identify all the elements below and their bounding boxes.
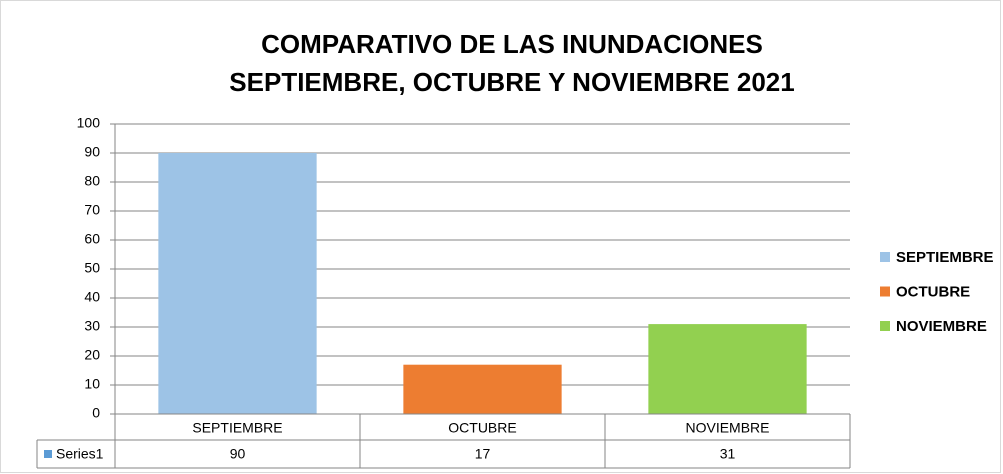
legend-label: NOVIEMBRE bbox=[896, 318, 987, 335]
y-tick-label: 30 bbox=[84, 318, 100, 334]
bar bbox=[158, 153, 317, 414]
x-tick-label: NOVIEMBRE bbox=[685, 420, 769, 436]
x-tick-label: SEPTIEMBRE bbox=[192, 420, 282, 436]
legend-label: SEPTIEMBRE bbox=[896, 249, 994, 266]
y-tick-label: 90 bbox=[84, 144, 100, 160]
y-tick-label: 10 bbox=[84, 376, 100, 392]
y-tick-label: 100 bbox=[77, 115, 101, 131]
chart-title: COMPARATIVO DE LAS INUNDACIONES bbox=[261, 29, 763, 59]
y-tick-label: 60 bbox=[84, 231, 100, 247]
series-name: Series1 bbox=[56, 446, 104, 462]
legend-label: OCTUBRE bbox=[896, 283, 970, 300]
bar bbox=[648, 324, 807, 414]
y-tick-label: 70 bbox=[84, 202, 100, 218]
legend-key bbox=[44, 450, 52, 458]
bar bbox=[403, 364, 562, 414]
y-tick-label: 80 bbox=[84, 173, 100, 189]
table-value: 90 bbox=[230, 446, 246, 462]
chart-title: SEPTIEMBRE, OCTUBRE Y NOVIEMBRE 2021 bbox=[229, 67, 794, 97]
legend-key bbox=[880, 286, 890, 297]
legend-key bbox=[880, 321, 890, 331]
y-tick-label: 50 bbox=[84, 260, 100, 276]
table-value: 17 bbox=[475, 446, 491, 462]
legend-key bbox=[880, 252, 890, 262]
x-tick-label: OCTUBRE bbox=[448, 420, 516, 436]
y-tick-label: 40 bbox=[84, 289, 100, 305]
y-tick-label: 0 bbox=[92, 405, 100, 421]
y-tick-label: 20 bbox=[84, 347, 100, 363]
table-value: 31 bbox=[720, 446, 736, 462]
